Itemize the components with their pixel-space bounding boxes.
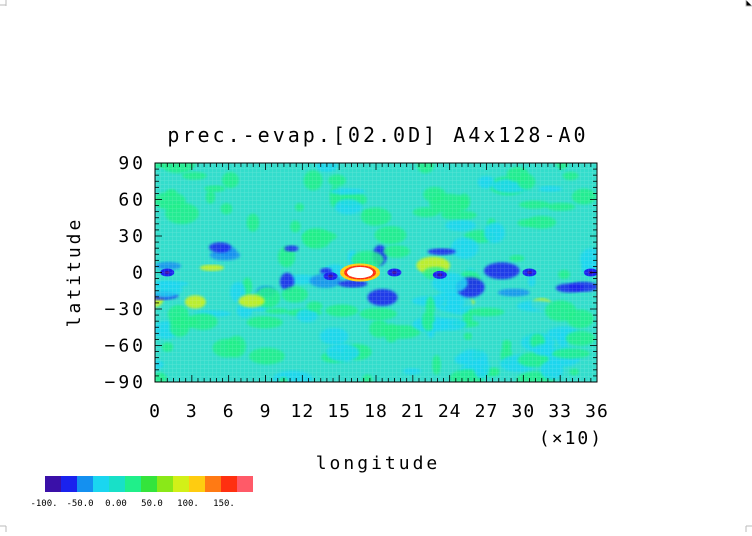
colorbar-swatch bbox=[93, 476, 109, 492]
colorbar-swatch bbox=[125, 476, 141, 492]
x-multiplier-label: (×10) bbox=[539, 428, 603, 449]
x-tick-label: 24 bbox=[438, 401, 462, 422]
x-axis-ticks: 0 3 6 9 12 15 18 21 24 27 30 33 36 bbox=[149, 401, 609, 422]
x-tick-label: 27 bbox=[475, 401, 499, 422]
colorbar-swatch bbox=[205, 476, 221, 492]
colorbar-swatch bbox=[45, 476, 61, 492]
plot-area bbox=[155, 163, 597, 382]
colorbar-swatch bbox=[77, 476, 93, 492]
colorbar-label: 50.0 bbox=[141, 499, 163, 509]
y-axis-ticks: 90 60 30 0 −30 −60 −90 bbox=[104, 153, 146, 393]
colorbar-labels: -100. -50.0 0.00 50.0 100. 150. bbox=[30, 499, 234, 509]
y-tick-label: −90 bbox=[104, 372, 146, 393]
x-tick-label: 21 bbox=[401, 401, 425, 422]
x-tick-label: 6 bbox=[223, 401, 235, 422]
y-tick-label: 60 bbox=[118, 190, 146, 211]
colorbar-swatch bbox=[237, 476, 253, 492]
colorbar-swatch bbox=[61, 476, 77, 492]
colorbar-label: -50.0 bbox=[66, 499, 93, 509]
x-tick-label: 18 bbox=[364, 401, 388, 422]
y-tick-label: 30 bbox=[118, 226, 146, 247]
colorbar-swatch bbox=[157, 476, 173, 492]
y-tick-label: 90 bbox=[118, 153, 146, 174]
y-tick-label: −30 bbox=[104, 299, 146, 320]
y-axis-label: latitude bbox=[64, 217, 85, 328]
colorbar-swatch bbox=[109, 476, 125, 492]
x-tick-label: 33 bbox=[548, 401, 572, 422]
x-tick-label: 3 bbox=[186, 401, 198, 422]
grid-texture bbox=[155, 163, 597, 382]
x-tick-label: 9 bbox=[260, 401, 272, 422]
colorbar bbox=[45, 476, 253, 492]
x-tick-label: 30 bbox=[511, 401, 535, 422]
y-tick-label: −60 bbox=[104, 336, 146, 357]
y-tick-label: 0 bbox=[132, 263, 146, 284]
colorbar-swatch bbox=[221, 476, 237, 492]
colorbar-swatch bbox=[189, 476, 205, 492]
colorbar-label: 150. bbox=[213, 499, 235, 509]
colorbar-label: 100. bbox=[177, 499, 199, 509]
minor-ticks bbox=[154, 162, 598, 383]
colorbar-label: -100. bbox=[30, 499, 57, 509]
x-axis-label: longitude bbox=[316, 453, 441, 474]
x-tick-label: 15 bbox=[327, 401, 351, 422]
colorbar-swatch bbox=[173, 476, 189, 492]
colorbar-swatch bbox=[141, 476, 157, 492]
chart-title: prec.-evap.[02.0D] A4x128-A0 bbox=[167, 123, 588, 147]
x-tick-label: 0 bbox=[149, 401, 161, 422]
colorbar-label: 0.00 bbox=[105, 499, 127, 509]
x-tick-label: 36 bbox=[585, 401, 609, 422]
x-tick-label: 12 bbox=[290, 401, 314, 422]
